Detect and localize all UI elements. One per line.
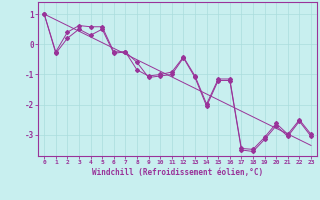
X-axis label: Windchill (Refroidissement éolien,°C): Windchill (Refroidissement éolien,°C)	[92, 168, 263, 177]
